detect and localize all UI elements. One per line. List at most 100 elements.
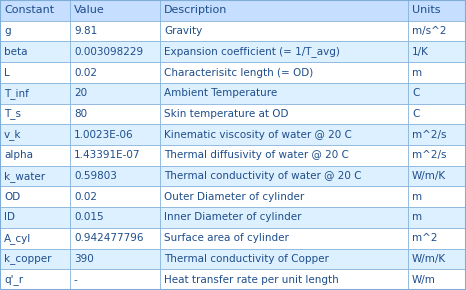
Text: m: m [412, 68, 422, 77]
Bar [160, 269, 408, 290]
Bar [70, 83, 160, 104]
Text: m^2/s: m^2/s [412, 130, 446, 140]
Text: Surface area of cylinder: Surface area of cylinder [164, 233, 289, 243]
Text: Heat transfer rate per unit length: Heat transfer rate per unit length [164, 275, 339, 285]
Bar [160, 83, 408, 104]
Text: 80: 80 [74, 109, 87, 119]
Text: 1.43391E-07: 1.43391E-07 [74, 150, 141, 160]
Bar [160, 62, 408, 83]
Text: 20: 20 [74, 88, 87, 98]
Text: 0.02: 0.02 [74, 192, 97, 202]
Bar [0, 104, 70, 124]
Text: 9.81: 9.81 [74, 26, 97, 36]
Text: L: L [4, 68, 10, 77]
Text: 1.0023E-06: 1.0023E-06 [74, 130, 134, 140]
Bar [70, 104, 160, 124]
Text: 1/K: 1/K [412, 47, 429, 57]
Text: m: m [412, 213, 422, 222]
Bar [0, 207, 70, 228]
Bar [408, 269, 466, 290]
Bar [70, 62, 160, 83]
Text: Characterisitc length (= OD): Characterisitc length (= OD) [164, 68, 313, 77]
Bar [160, 104, 408, 124]
Text: C: C [412, 88, 419, 98]
Text: 0.02: 0.02 [74, 68, 97, 77]
Text: 0.59803: 0.59803 [74, 171, 117, 181]
Bar [408, 145, 466, 166]
Text: OD: OD [4, 192, 20, 202]
Text: C: C [412, 109, 419, 119]
Bar [160, 145, 408, 166]
Text: 0.015: 0.015 [74, 213, 103, 222]
Text: beta: beta [4, 47, 27, 57]
Text: Units: Units [412, 5, 440, 15]
Text: -: - [74, 275, 78, 285]
Text: m/s^2: m/s^2 [412, 26, 446, 36]
Text: Gravity: Gravity [164, 26, 202, 36]
Bar [70, 21, 160, 41]
Bar [160, 0, 408, 21]
Text: T_inf: T_inf [4, 88, 29, 99]
Bar [70, 41, 160, 62]
Bar [160, 124, 408, 145]
Text: A_cyl: A_cyl [4, 233, 31, 244]
Bar [408, 21, 466, 41]
Text: W/m/K: W/m/K [412, 171, 446, 181]
Text: m^2/s: m^2/s [412, 150, 446, 160]
Bar [408, 186, 466, 207]
Text: Thermal conductivity of Copper: Thermal conductivity of Copper [164, 254, 329, 264]
Text: Expansion coefficient (= 1/T_avg): Expansion coefficient (= 1/T_avg) [164, 46, 340, 57]
Bar [0, 186, 70, 207]
Bar [0, 41, 70, 62]
Bar [70, 269, 160, 290]
Bar [70, 166, 160, 186]
Bar [408, 207, 466, 228]
Bar [160, 41, 408, 62]
Text: g: g [4, 26, 11, 36]
Bar [0, 0, 70, 21]
Text: T_s: T_s [4, 108, 21, 119]
Text: Thermal conductivity of water @ 20 C: Thermal conductivity of water @ 20 C [164, 171, 362, 181]
Bar [408, 83, 466, 104]
Bar [408, 166, 466, 186]
Text: Ambient Temperature: Ambient Temperature [164, 88, 277, 98]
Text: Description: Description [164, 5, 227, 15]
Bar [70, 124, 160, 145]
Bar [70, 145, 160, 166]
Bar [160, 166, 408, 186]
Text: Outer Diameter of cylinder: Outer Diameter of cylinder [164, 192, 304, 202]
Text: W/m: W/m [412, 275, 436, 285]
Bar [408, 41, 466, 62]
Text: k_copper: k_copper [4, 253, 52, 264]
Text: Constant: Constant [4, 5, 54, 15]
Text: Value: Value [74, 5, 105, 15]
Bar [160, 207, 408, 228]
Bar [408, 228, 466, 249]
Text: alpha: alpha [4, 150, 33, 160]
Bar [70, 0, 160, 21]
Text: W/m/K: W/m/K [412, 254, 446, 264]
Bar [70, 207, 160, 228]
Bar [70, 186, 160, 207]
Bar [0, 228, 70, 249]
Bar [160, 186, 408, 207]
Text: v_k: v_k [4, 129, 21, 140]
Bar [0, 145, 70, 166]
Bar [408, 62, 466, 83]
Bar [0, 124, 70, 145]
Text: 390: 390 [74, 254, 94, 264]
Text: m: m [412, 192, 422, 202]
Bar [0, 62, 70, 83]
Text: Thermal diffusivity of water @ 20 C: Thermal diffusivity of water @ 20 C [164, 150, 349, 160]
Bar [160, 228, 408, 249]
Bar [0, 83, 70, 104]
Text: ID: ID [4, 213, 15, 222]
Text: 0.003098229: 0.003098229 [74, 47, 143, 57]
Bar [0, 21, 70, 41]
Text: m^2: m^2 [412, 233, 438, 243]
Bar [408, 0, 466, 21]
Bar [0, 269, 70, 290]
Bar [160, 21, 408, 41]
Bar [0, 249, 70, 269]
Bar [408, 249, 466, 269]
